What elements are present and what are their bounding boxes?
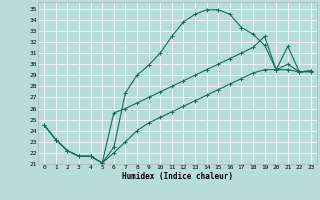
X-axis label: Humidex (Indice chaleur): Humidex (Indice chaleur) — [122, 172, 233, 181]
